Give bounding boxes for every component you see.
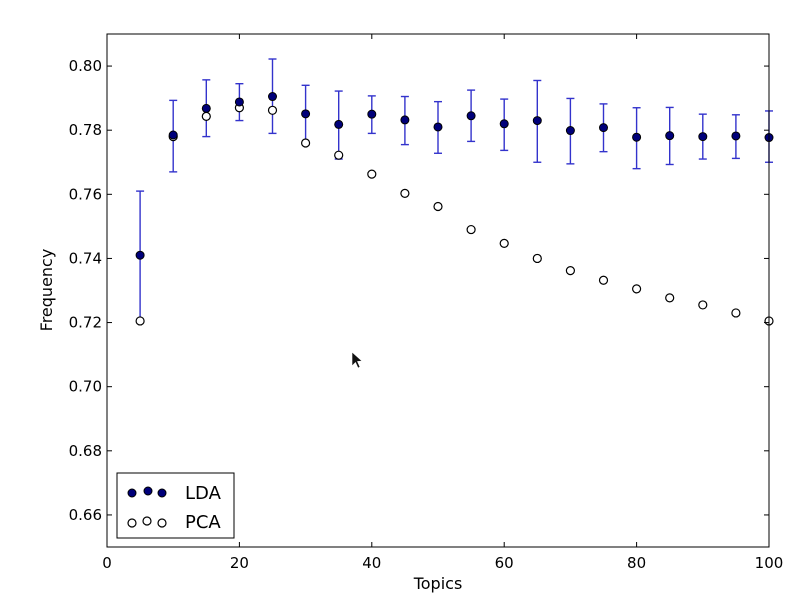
lda-point xyxy=(268,92,277,102)
legend-label-lda: LDA xyxy=(185,483,222,504)
y-tick-label: 0.72 xyxy=(69,314,102,332)
y-axis-label: Frequency xyxy=(37,249,56,332)
y-tick-label: 0.66 xyxy=(69,506,102,524)
legend-pca-marker xyxy=(157,518,167,528)
pca-point xyxy=(598,275,609,285)
y-tick-label: 0.68 xyxy=(69,442,102,460)
lda-point xyxy=(731,131,741,141)
legend-pca-marker xyxy=(127,518,137,528)
pca-point xyxy=(433,201,443,212)
mouse-cursor-icon xyxy=(351,351,363,369)
x-axis-ticks: 0 20 40 60 80 100 xyxy=(102,34,783,572)
y-axis-ticks: 0.66 0.68 0.70 0.72 0.74 0.76 0.78 0.80 xyxy=(69,57,769,524)
x-tick-label: 0 xyxy=(102,554,112,572)
pca-point xyxy=(367,169,377,179)
pca-point xyxy=(731,308,741,318)
lda-point xyxy=(499,119,509,129)
legend-label-pca: PCA xyxy=(185,512,221,533)
y-tick-label: 0.76 xyxy=(69,185,102,203)
pca-point xyxy=(499,238,509,248)
legend-pca-markers xyxy=(127,516,167,528)
pca-point xyxy=(565,266,576,276)
legend-lda-marker xyxy=(157,488,167,498)
lda-point xyxy=(234,97,244,107)
lda-point xyxy=(301,109,311,119)
legend-lda-markers xyxy=(127,486,167,498)
pca-point xyxy=(135,316,145,326)
y-tick-label: 0.70 xyxy=(69,378,102,396)
y-tick-label: 0.80 xyxy=(69,57,102,75)
y-tick-label: 0.74 xyxy=(69,249,102,267)
pca-point xyxy=(665,293,675,303)
lda-point xyxy=(466,111,476,121)
plot-frame xyxy=(106,33,770,548)
x-tick-label: 100 xyxy=(755,554,784,572)
legend-box xyxy=(116,472,235,539)
lda-point xyxy=(367,109,377,119)
lda-point xyxy=(565,126,575,136)
lda-point xyxy=(135,250,145,260)
x-tick-label: 80 xyxy=(627,554,646,572)
x-tick-label: 40 xyxy=(362,554,381,572)
lda-point xyxy=(201,103,211,113)
lda-point xyxy=(632,132,642,142)
x-tick-label: 20 xyxy=(230,554,249,572)
pca-point xyxy=(301,138,311,148)
legend-lda-marker xyxy=(143,486,153,496)
pca-point xyxy=(631,284,642,294)
pca-point xyxy=(201,111,211,122)
lda-point xyxy=(168,130,178,140)
y-tick-label: 0.78 xyxy=(69,121,102,139)
pca-point xyxy=(532,253,542,264)
lda-point xyxy=(532,116,542,126)
pca-point xyxy=(400,188,410,198)
legend-lda-marker xyxy=(127,488,137,498)
lda-point xyxy=(433,122,443,132)
pca-point xyxy=(267,105,278,115)
pca-point xyxy=(334,150,344,160)
lda-point xyxy=(665,131,675,141)
legend: LDA PCA xyxy=(116,472,235,539)
lda-point xyxy=(698,132,708,142)
pca-point xyxy=(466,224,476,235)
lda-point xyxy=(599,123,608,133)
lda-series xyxy=(135,92,774,260)
pca-point xyxy=(698,300,708,310)
lda-point xyxy=(400,115,410,125)
legend-pca-marker xyxy=(142,516,152,526)
lda-point xyxy=(334,119,344,129)
x-axis-label: Topics xyxy=(413,574,463,593)
x-tick-label: 60 xyxy=(495,554,514,572)
